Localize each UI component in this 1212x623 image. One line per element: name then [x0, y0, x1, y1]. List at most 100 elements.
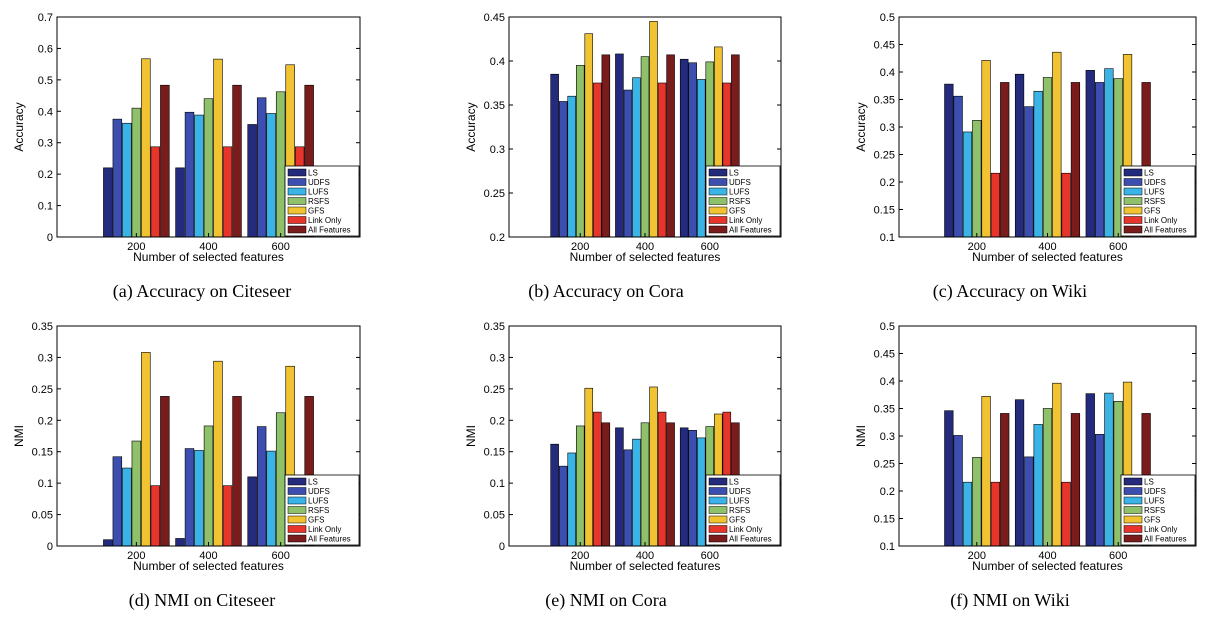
figure-caption: (c) Accuracy on Wiki [933, 281, 1087, 302]
bar-link-only-200 [990, 172, 1001, 238]
y-tick-label: 0.2 [38, 415, 53, 427]
x-tick-label: 200 [127, 550, 145, 562]
legend-label: LUFS [1144, 497, 1164, 506]
legend-label: GFS [308, 207, 324, 216]
legend-label: Link Only [729, 216, 762, 225]
bar-ls-400 [1014, 399, 1025, 547]
y-tick-label: 0 [47, 541, 53, 553]
bar-udfs-400 [184, 448, 195, 547]
y-tick-label: 0.1 [880, 541, 895, 553]
legend-swatch [287, 534, 307, 543]
y-tick-label: 0.5 [38, 75, 53, 87]
legend-label: All Features [729, 535, 772, 544]
bar-rsfs-200 [972, 120, 982, 238]
bar-link-only-400 [1061, 481, 1071, 547]
legend-swatch [1123, 216, 1143, 224]
bar-ls-400 [615, 427, 624, 547]
x-axis-label: Number of selected features [133, 250, 284, 264]
chart-panel-nmi-cora: 0 0.05 0.1 0.15 0.2 0.25 0.3 0.35 200 400 600 Numbe… [404, 309, 808, 618]
bar-all-features-200 [160, 84, 170, 238]
x-tick-label: 400 [199, 550, 217, 562]
legend-swatch [287, 477, 307, 486]
bar-lufs-600 [696, 79, 706, 238]
bar-all-features-400 [1070, 413, 1081, 547]
y-tick-label: 0.4 [38, 106, 53, 118]
bar-udfs-400 [1024, 106, 1034, 238]
legend-swatch [287, 496, 307, 505]
legend-swatch [1123, 487, 1143, 495]
legend-swatch [1123, 187, 1143, 196]
y-tick-label: 0.3 [880, 431, 895, 443]
bar-all-features-200 [601, 54, 611, 238]
legend-label: UDFS [729, 178, 751, 187]
legend-label: Link Only [729, 525, 762, 534]
legend-label: LS [308, 169, 318, 178]
legend-swatch [287, 178, 307, 186]
bar-udfs-600 [688, 62, 697, 238]
legend-swatch [708, 197, 728, 205]
legend-swatch [1123, 178, 1143, 186]
y-tick-label: 0.4 [880, 376, 895, 388]
bar-lufs-600 [1104, 68, 1114, 238]
legend-swatch [708, 525, 728, 533]
y-tick-label: 0.5 [880, 12, 895, 24]
bar-link-only-400 [1061, 172, 1071, 238]
y-tick-label: 0.15 [484, 447, 505, 459]
bar-udfs-600 [1094, 434, 1105, 547]
chart-panel-accuracy-citeseer: 0 0.1 0.2 0.3 0.4 0.5 0.6 0.7 200 400 600 Number of… [0, 0, 404, 309]
legend-swatch [708, 534, 728, 543]
legend-swatch [708, 206, 728, 215]
bar-udfs-200 [558, 465, 568, 547]
figure-caption: (f) NMI on Wiki [950, 590, 1069, 611]
legend-label: Link Only [1144, 216, 1177, 225]
legend-swatch [708, 477, 728, 486]
legend-swatch [1123, 168, 1143, 177]
legend-swatch [708, 225, 728, 234]
bar-lufs-400 [194, 450, 204, 547]
bar-rsfs-200 [972, 457, 982, 547]
legend-label: GFS [1144, 516, 1160, 525]
legend-label: All Features [1144, 535, 1187, 544]
x-axis-label: Number of selected features [972, 559, 1123, 573]
chart-panel-nmi-citeseer: 0 0.05 0.1 0.15 0.2 0.25 0.3 0.35 200 400 600 Numbe… [0, 309, 404, 618]
bar-lufs-200 [962, 481, 973, 547]
legend-swatch [287, 168, 307, 177]
legend-label: RSFS [729, 506, 750, 515]
bar-gfs-400 [1052, 51, 1062, 238]
legend-label: All Features [729, 226, 772, 235]
bar-ls-600 [247, 124, 257, 238]
legend-label: LS [308, 478, 318, 487]
legend-label: RSFS [1144, 506, 1165, 515]
bar-lufs-400 [632, 438, 641, 547]
legend-swatch [1123, 525, 1143, 533]
x-tick-label: 600 [701, 241, 719, 253]
legend-label: GFS [729, 207, 745, 216]
y-axis-label: NMI [854, 425, 868, 447]
y-tick-label: 0.3 [38, 352, 53, 364]
bar-gfs-200 [584, 33, 594, 238]
legend-label: GFS [1144, 207, 1160, 216]
legend-swatch [708, 515, 728, 524]
bar-ls-400 [175, 538, 185, 547]
bar-rsfs-600 [275, 91, 286, 238]
legend-label: UDFS [1144, 178, 1166, 187]
legend-swatch [1123, 477, 1143, 486]
bar-link-only-400 [657, 411, 667, 547]
legend-label: UDFS [308, 487, 330, 496]
bar-gfs-200 [141, 58, 151, 238]
bar-link-only-200 [990, 481, 1001, 547]
legend-label: RSFS [308, 506, 329, 515]
bar-gfs-400 [649, 21, 658, 238]
legend-label: UDFS [308, 178, 330, 187]
legend-label: All Features [1144, 226, 1187, 235]
bar-all-features-200 [601, 422, 611, 547]
bar-link-only-200 [593, 411, 602, 547]
y-tick-label: 0.2 [880, 177, 895, 189]
x-tick-label: 400 [1038, 241, 1056, 253]
bar-all-features-400 [232, 84, 242, 238]
legend-label: LUFS [1144, 188, 1164, 197]
